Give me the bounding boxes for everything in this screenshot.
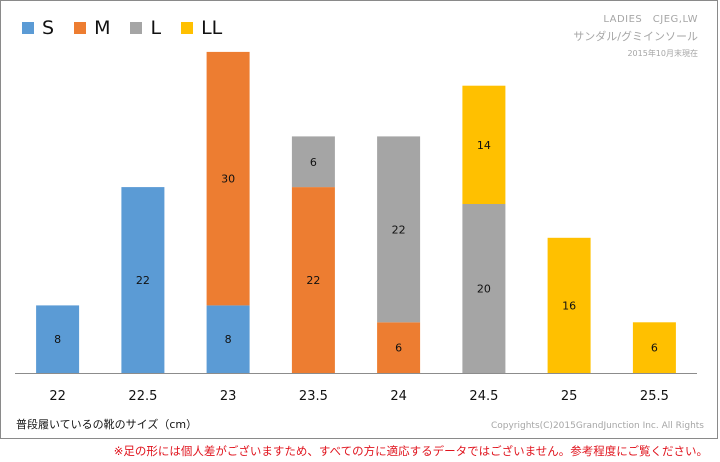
data-label-ll-25.5: 6	[651, 342, 658, 355]
bar-ll-24.5	[462, 85, 506, 204]
legend-swatch-l	[130, 22, 143, 34]
x-axis-title: 普段履いているの靴のサイズ（cm）	[16, 418, 198, 431]
legend-swatch-m	[74, 22, 87, 34]
x-tick-label-23: 23	[220, 389, 237, 404]
x-tick-label-22.5: 22.5	[128, 389, 157, 404]
data-label-ll-25: 16	[562, 299, 576, 312]
bar-l-24	[377, 136, 421, 323]
legend-item-ll: LL	[181, 17, 222, 39]
legend-item-m: M	[74, 17, 110, 39]
data-label-l-24.5: 20	[477, 283, 491, 296]
bar-m-23	[206, 51, 250, 306]
bar-ll-25	[547, 237, 591, 373]
meta-date: 2015年10月末現在	[627, 49, 698, 58]
x-tick-label-25.5: 25.5	[640, 389, 669, 404]
chart-legend: S M L LL	[22, 17, 242, 39]
data-label-m-23.5: 22	[306, 274, 320, 287]
data-label-s-22: 8	[54, 333, 61, 346]
bar-s-23	[206, 305, 250, 373]
data-label-m-24: 6	[395, 342, 402, 355]
chart-plot: 8 22 22 22.5 8 30 23 22 6 23.5 6 22 24 20 14 24.5 16 25 6 2…	[15, 51, 697, 404]
legend-item-l: L	[130, 17, 161, 39]
bar-s-22	[36, 305, 80, 373]
x-tick-label-23.5: 23.5	[299, 389, 328, 404]
bar-m-23.5	[291, 187, 335, 373]
bar-m-24	[377, 322, 421, 373]
legend-swatch-s	[22, 22, 34, 34]
data-label-s-23: 8	[225, 333, 232, 346]
x-tick-label-24: 24	[390, 389, 407, 404]
legend-swatch-ll	[181, 22, 194, 34]
bar-l-23.5	[291, 136, 335, 188]
bar-l-24.5	[462, 204, 506, 373]
data-label-ll-24.5: 14	[477, 139, 491, 152]
chart-frame	[0, 0, 718, 439]
legend-label-s: S	[42, 17, 55, 39]
x-tick-label-24.5: 24.5	[469, 389, 498, 404]
legend-item-s: S	[22, 17, 54, 39]
legend-label-l: L	[150, 17, 162, 39]
chart-meta: LADIES CJEG,LW サンダル/グミインソール 2015年10月末現在	[573, 10, 698, 59]
copyright-text: Copyrights(C)2015GrandJunction Inc. All …	[490, 421, 704, 431]
legend-label-m: M	[94, 17, 111, 39]
legend-label-ll: LL	[201, 17, 223, 39]
x-tick-label-22: 22	[49, 389, 66, 404]
data-label-l-23.5: 6	[310, 156, 317, 169]
meta-product: サンダル/グミインソール	[573, 30, 698, 43]
data-label-m-23: 30	[221, 173, 235, 186]
disclaimer-text: ※足の形には個人差がございますため、すべての方に適応するデータではございません。…	[113, 444, 708, 458]
x-tick-label-25: 25	[561, 389, 578, 404]
meta-category: LADIES CJEG,LW	[603, 14, 698, 25]
bar-ll-25.5	[632, 322, 676, 373]
bar-s-22.5	[121, 187, 165, 373]
data-label-l-24: 22	[392, 223, 406, 236]
data-label-s-22.5: 22	[136, 274, 150, 287]
